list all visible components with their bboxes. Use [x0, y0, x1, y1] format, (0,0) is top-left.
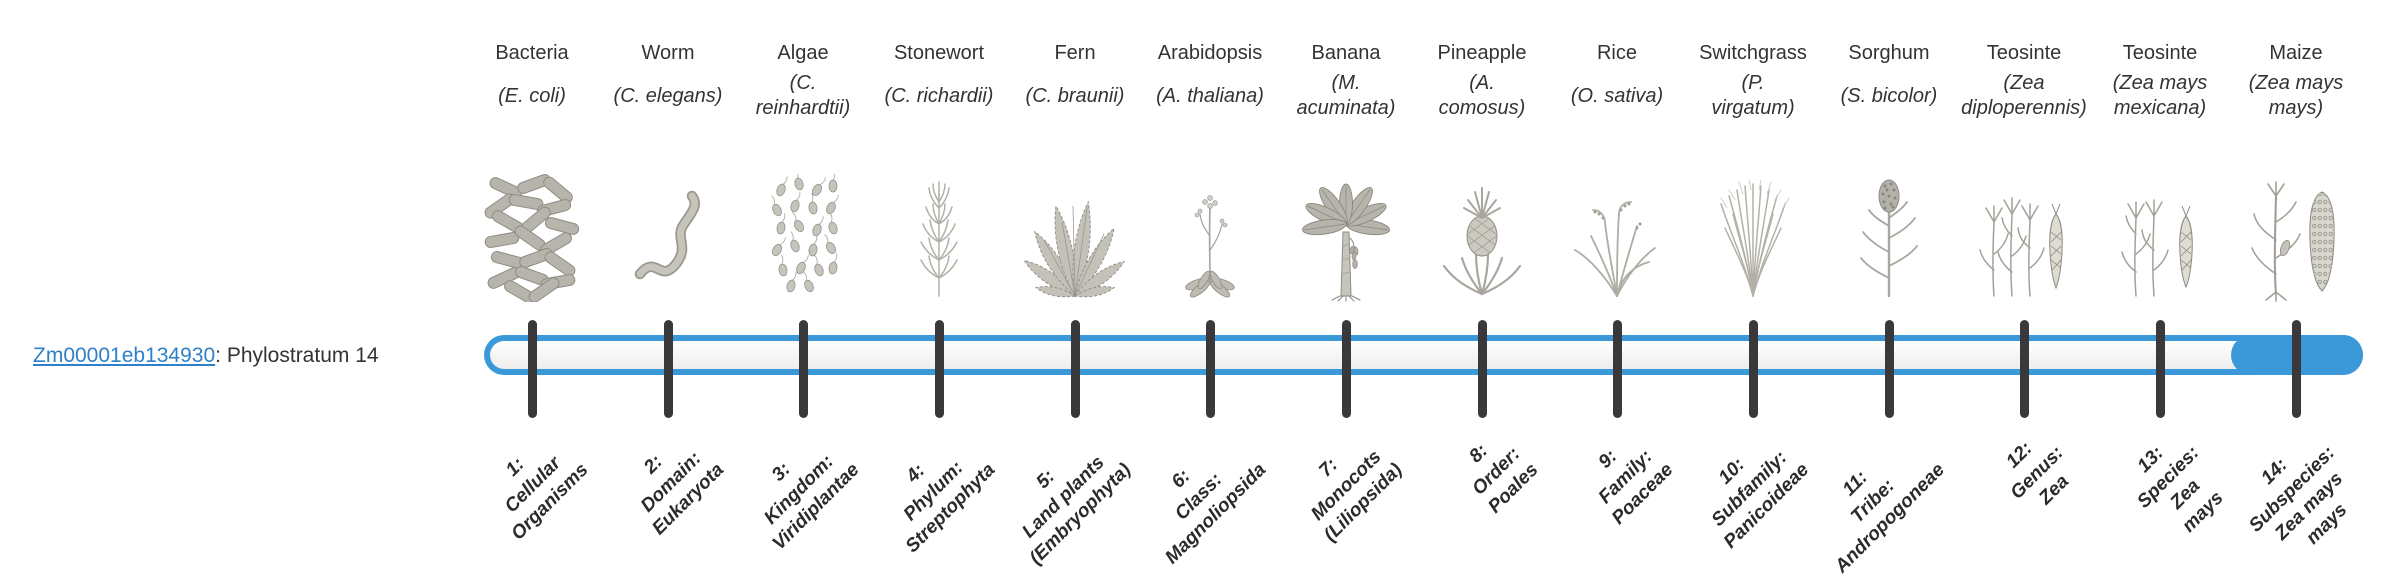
- organism-name: Banana: [1311, 42, 1381, 64]
- banana-illustration: [1290, 174, 1402, 302]
- organism-species: (Zea mays mays): [2248, 72, 2344, 119]
- phylostratum-label: 4: Phylum: Streptophyta: [899, 457, 1000, 558]
- sorghum-illustration: [1833, 174, 1945, 302]
- phylostratum-text: : Phylostratum 14: [215, 344, 379, 367]
- phylostratum-label: 12: Genus: Zea: [2001, 438, 2073, 510]
- timeline-tick: [2019, 320, 2029, 418]
- phylostratum-label: 11: Tribe: Andropogoneae: [1831, 459, 1950, 578]
- timeline-tick: [1205, 320, 1215, 418]
- maize-illustration: [2240, 174, 2352, 302]
- organism-species: (A. comosus): [1438, 72, 1526, 119]
- organism-species: (O. sativa): [1570, 84, 1664, 107]
- phylostratum-label: 1: Cellular Organisms: [500, 452, 593, 545]
- phylostratum-label: 13: Species: Zea mays: [2132, 442, 2228, 537]
- organism-species: (C. reinhardtii): [755, 72, 851, 119]
- organism-species: (C. elegans): [613, 84, 723, 107]
- timeline-tick: [798, 320, 808, 418]
- phylostratum-label: 6: Class: Magnoliopsida: [1161, 459, 1271, 569]
- organism-name: Algae: [777, 42, 829, 64]
- organism-name: Fern: [1054, 42, 1096, 64]
- phylostratum-label: 10: Subfamily: Panicoideae: [1707, 447, 1814, 553]
- algae-illustration: [747, 168, 859, 302]
- stonewort-illustration: [883, 174, 995, 302]
- organism-species: (Zea diploperennis): [1961, 72, 2087, 119]
- timeline-track: [490, 341, 2357, 369]
- phylostratum-label: 9: Family: Poaceae: [1594, 445, 1678, 530]
- timeline-tick: [1884, 320, 1894, 418]
- organism-name: Maize: [2269, 42, 2323, 64]
- bacteria-illustration: [476, 174, 588, 304]
- switchgrass-illustration: [1697, 174, 1809, 302]
- timeline-tick: [2291, 320, 2301, 418]
- gene-caption: Zm00001eb134930: Phylostratum 14: [33, 344, 379, 368]
- organism-name: Worm: [641, 42, 695, 64]
- phylostratum-label: 5: Land plants (Embryophyta): [1018, 451, 1136, 570]
- timeline-bar: [484, 335, 2363, 375]
- fern-illustration: [1019, 174, 1131, 302]
- organism-name: Sorghum: [1848, 42, 1930, 64]
- organism-species: (C. braunii): [1025, 84, 1125, 107]
- organism-name: Bacteria: [495, 42, 569, 64]
- pineapple-illustration: [1426, 174, 1538, 302]
- organism-name: Stonewort: [893, 42, 985, 64]
- phylostratum-label: 2: Domain: Eukaryota: [636, 447, 729, 540]
- timeline-tick: [2155, 320, 2165, 418]
- arabidopsis-illustration: [1154, 174, 1266, 302]
- organism-name: Teosinte: [1986, 42, 2062, 64]
- timeline-tick: [527, 320, 537, 418]
- phylostratum-label: 8: Order: Poales: [1465, 440, 1543, 518]
- timeline-tick: [1341, 320, 1351, 418]
- organism-name: Rice: [1596, 42, 1638, 64]
- timeline-tick: [1070, 320, 1080, 418]
- organism-name: Switchgrass: [1699, 42, 1807, 64]
- organism-species: (A. thaliana): [1156, 84, 1264, 107]
- organism-species: (Zea mays mexicana): [2112, 72, 2208, 119]
- teosinte-mexicana-illustration: [2104, 174, 2216, 302]
- worm-illustration: [612, 174, 724, 302]
- organism-name: Teosinte: [2122, 42, 2198, 64]
- timeline-tick: [1477, 320, 1487, 418]
- organism-species: (E. coli): [498, 84, 566, 107]
- teosinte-diploperennis-illustration: [1968, 174, 2080, 302]
- phylostratum-label: 7: Monocots (Liliopsida): [1306, 446, 1407, 547]
- timeline-tick: [1748, 320, 1758, 418]
- timeline-tick: [1612, 320, 1622, 418]
- organism-species: (M. acuminata): [1296, 72, 1396, 119]
- timeline-tick: [934, 320, 944, 418]
- phylostratum-label: 14: Subspecies: Zea mays mays: [2245, 442, 2352, 549]
- organism-name: Arabidopsis: [1157, 42, 1263, 64]
- organism-name: Pineapple: [1437, 42, 1527, 64]
- organism-species: (P. virgatum): [1711, 72, 1795, 119]
- phylostratum-label: 3: Kingdom: Viridiplantae: [759, 450, 864, 555]
- organism-species: (C. richardii): [884, 84, 994, 107]
- rice-illustration: [1561, 174, 1673, 302]
- organism-species: (S. bicolor): [1840, 84, 1938, 107]
- timeline-tick: [663, 320, 673, 418]
- gene-id-link[interactable]: Zm00001eb134930: [33, 344, 216, 367]
